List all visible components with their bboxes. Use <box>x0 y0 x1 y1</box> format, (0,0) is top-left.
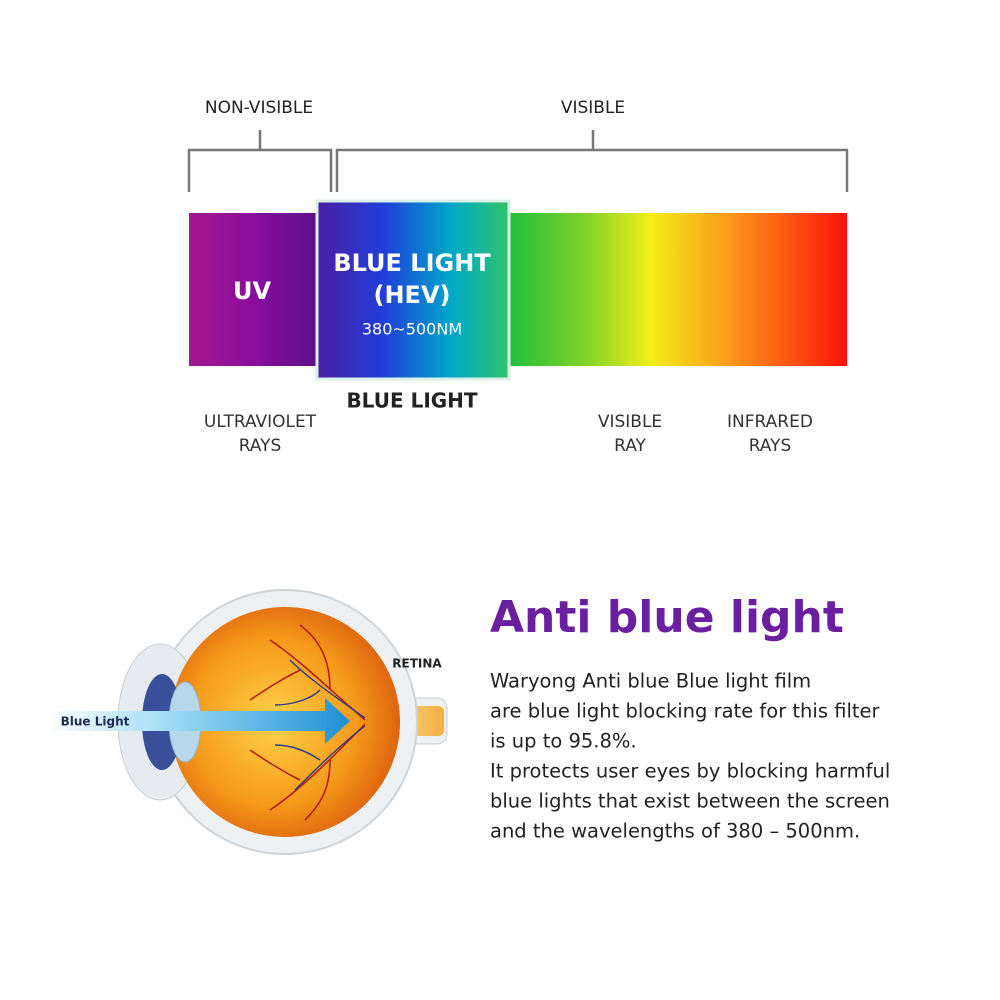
band-label: RAYS <box>239 436 282 456</box>
paragraph-line: blue lights that exist between the scree… <box>490 790 890 813</box>
blue-band <box>315 199 511 381</box>
brackets <box>187 130 849 192</box>
eye-illustration <box>48 589 448 855</box>
blue-label: (HEV) <box>374 281 451 309</box>
bracket-label: NON-VISIBLE <box>205 98 313 118</box>
blue-range: 380~500NM <box>362 320 462 339</box>
paragraph-line: is up to 95.8%. <box>490 730 637 753</box>
retina-label: RETINA <box>392 657 442 671</box>
paragraph-line: It protects user eyes by blocking harmfu… <box>490 760 890 783</box>
band-label: INFRARED <box>727 412 813 432</box>
paragraph-line: Waryong Anti blue Blue light film <box>490 670 811 693</box>
visible-band <box>509 213 847 366</box>
arrow-label: Blue Light <box>61 715 130 729</box>
paragraph: Waryong Anti blue Blue light film are blu… <box>490 670 890 843</box>
band-label: RAYS <box>749 436 792 456</box>
uv-label: UV <box>233 277 271 305</box>
blue-label: BLUE LIGHT <box>333 249 491 277</box>
band-label: VISIBLE <box>598 412 662 432</box>
blue-caption: BLUE LIGHT <box>346 389 477 413</box>
uv-band <box>189 213 317 366</box>
band-label: RAY <box>614 436 646 456</box>
paragraph-line: are blue light blocking rate for this fi… <box>490 700 881 723</box>
paragraph-line: and the wavelengths of 380 – 500nm. <box>490 820 860 843</box>
band-label: ULTRAVIOLET <box>204 412 317 432</box>
bracket-label: VISIBLE <box>561 98 625 118</box>
heading: Anti blue light <box>490 592 844 643</box>
